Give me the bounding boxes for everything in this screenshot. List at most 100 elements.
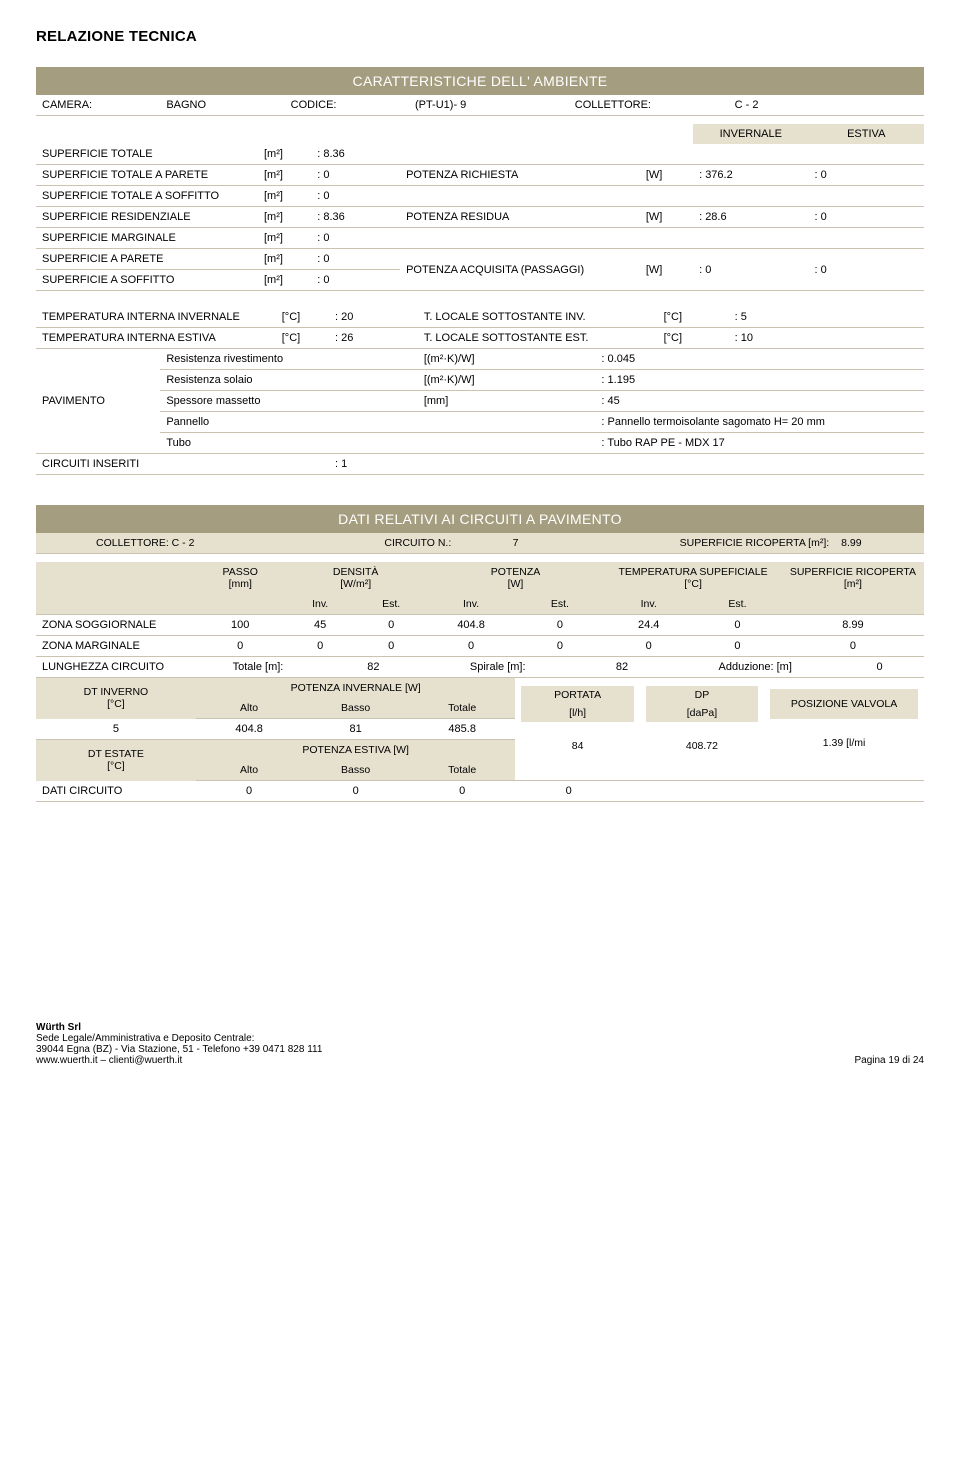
- camera-label: CAMERA:: [36, 95, 160, 116]
- lung-add-label: Adduzione: [m]: [675, 657, 835, 678]
- subhead-sup-val: 8.99: [835, 533, 924, 554]
- season-inv: INVERNALE: [693, 124, 808, 144]
- col-sup: SUPERFICIE RICOPERTA: [788, 566, 918, 578]
- pav-row-val: : 1.195: [595, 370, 924, 391]
- sup-row-val: : 0: [311, 165, 400, 186]
- sup-row-val: : 0: [311, 249, 400, 270]
- totale-label: Totale: [409, 698, 516, 719]
- pav-row-label: Resistenza rivestimento: [160, 349, 418, 370]
- dati-circ-val: 0: [196, 781, 303, 802]
- cell: 0: [285, 636, 356, 657]
- basso-label: Basso: [302, 760, 409, 781]
- col-potenza: POTENZA: [433, 566, 599, 578]
- superficie-table: INVERNALE ESTIVA SUPERFICIE TOTALE [m²] …: [36, 124, 924, 291]
- cell: 0: [604, 636, 693, 657]
- codice-label: CODICE:: [285, 95, 409, 116]
- pav-row-unit: [(m²·K)/W]: [418, 349, 596, 370]
- sup-row-right-inv: : 0: [693, 249, 808, 291]
- season-est: ESTIVA: [809, 124, 924, 144]
- collettore-label: COLLETTORE:: [569, 95, 729, 116]
- cell: 0: [515, 615, 604, 636]
- dt-est-label: DT ESTATE: [42, 748, 190, 760]
- basso-label: Basso: [302, 698, 409, 719]
- sup-row-label: SUPERFICIE TOTALE: [36, 144, 258, 165]
- cell: 0: [356, 615, 427, 636]
- subhead-circuito-label: CIRCUITO N.:: [329, 533, 507, 554]
- temp-label: TEMPERATURA INTERNA ESTIVA: [36, 328, 276, 349]
- camera-val: BAGNO: [160, 95, 284, 116]
- dati-circuito-table: DATI CIRCUITO 0 0 0 0: [36, 781, 924, 802]
- cell: 404.8: [427, 615, 516, 636]
- col-temp-unit: [°C]: [610, 578, 776, 590]
- dt-inv-unit: [°C]: [42, 698, 190, 710]
- temperature-table: TEMPERATURA INTERNA INVERNALE [°C] : 20 …: [36, 307, 924, 349]
- pav-row-val: : Tubo RAP PE - MDX 17: [595, 433, 924, 454]
- inv-alto: 404.8: [196, 719, 303, 740]
- sup-row-val: : 0: [311, 270, 400, 291]
- circuiti-val: : 1: [329, 454, 924, 475]
- footer-line2: Sede Legale/Amministrativa e Deposito Ce…: [36, 1033, 924, 1044]
- circuiti-table: CIRCUITI INSERITI : 1: [36, 454, 924, 475]
- lung-spir-val: 82: [569, 657, 676, 678]
- sup-row-unit: [m²]: [258, 249, 311, 270]
- pavimento-label: PAVIMENTO: [36, 349, 160, 454]
- top-row-table: CAMERA: BAGNO CODICE: (PT-U1)- 9 COLLETT…: [36, 95, 924, 116]
- cell: 8.99: [782, 615, 924, 636]
- footer: Würth Srl Sede Legale/Amministrativa e D…: [36, 1022, 924, 1066]
- dati-circ-label: DATI CIRCUITO: [36, 781, 196, 802]
- col-inv: Inv.: [427, 594, 516, 615]
- sup-row-right-unit: [W]: [640, 249, 693, 291]
- alto-label: Alto: [196, 698, 303, 719]
- col-est: Est.: [693, 594, 782, 615]
- temp-val: : 5: [729, 307, 924, 328]
- pav-row-label: Tubo: [160, 433, 418, 454]
- dp-val: 408.72: [646, 722, 758, 752]
- col-temp: TEMPERATURA SUPEFICIALE: [610, 566, 776, 578]
- pav-row-unit: [(m²·K)/W]: [418, 370, 596, 391]
- temp-label: T. LOCALE SOTTOSTANTE INV.: [418, 307, 658, 328]
- dati-circ-val: 0: [515, 781, 622, 802]
- pav-row-unit: [mm]: [418, 391, 596, 412]
- sup-row-right-est: : 0: [809, 249, 924, 291]
- lung-spir-label: Spirale [m]:: [427, 657, 569, 678]
- dt-inv-label: DT INVERNO: [42, 686, 190, 698]
- dati-circ-val: 0: [409, 781, 516, 802]
- dt-inv-val: 5: [36, 719, 196, 740]
- circuiti-label: CIRCUITI INSERITI: [36, 454, 276, 475]
- section1-title: CARATTERISTICHE DELL' AMBIENTE: [36, 67, 924, 95]
- dp-unit: [daPa]: [646, 704, 758, 722]
- zona-sogg-label: ZONA SOGGIORNALE: [36, 615, 196, 636]
- cell: 0: [196, 636, 285, 657]
- col-est: Est.: [356, 594, 427, 615]
- subhead-table: COLLETTORE: C - 2 CIRCUITO N.: 7 SUPERFI…: [36, 533, 924, 554]
- sup-row-label: SUPERFICIE MARGINALE: [36, 228, 258, 249]
- cell: 100: [196, 615, 285, 636]
- temp-label: T. LOCALE SOTTOSTANTE EST.: [418, 328, 658, 349]
- col-sup-unit: [m²]: [788, 578, 918, 590]
- sup-row-label: SUPERFICIE TOTALE A SOFFITTO: [36, 186, 258, 207]
- sup-row-val: : 0: [311, 186, 400, 207]
- pav-row-val: : 0.045: [595, 349, 924, 370]
- subhead-circuito-val: 7: [507, 533, 596, 554]
- col-inv: Inv.: [604, 594, 693, 615]
- sup-row-right-est: : 0: [809, 165, 924, 186]
- lung-tot-val: 82: [320, 657, 427, 678]
- inv-totale: 485.8: [409, 719, 516, 740]
- sup-row-unit: [m²]: [258, 228, 311, 249]
- pav-row-label: Spessore massetto: [160, 391, 418, 412]
- pav-row-val: : 45: [595, 391, 924, 412]
- subhead-collettore: COLLETTORE: C - 2: [36, 533, 329, 554]
- sup-row-unit: [m²]: [258, 207, 311, 228]
- portata-val: 84: [521, 722, 633, 752]
- cell: 45: [285, 615, 356, 636]
- sup-row-label: SUPERFICIE TOTALE A PARETE: [36, 165, 258, 186]
- cell: 0: [693, 615, 782, 636]
- temp-val: : 10: [729, 328, 924, 349]
- pav-row-unit: [418, 412, 596, 433]
- temp-val: : 20: [329, 307, 418, 328]
- col-passo-unit: [mm]: [202, 578, 279, 590]
- footer-page: Pagina 19 di 24: [854, 1055, 924, 1066]
- dt-est-unit: [°C]: [42, 760, 190, 772]
- temp-unit: [°C]: [276, 328, 329, 349]
- section2-title: DATI RELATIVI AI CIRCUITI A PAVIMENTO: [36, 505, 924, 533]
